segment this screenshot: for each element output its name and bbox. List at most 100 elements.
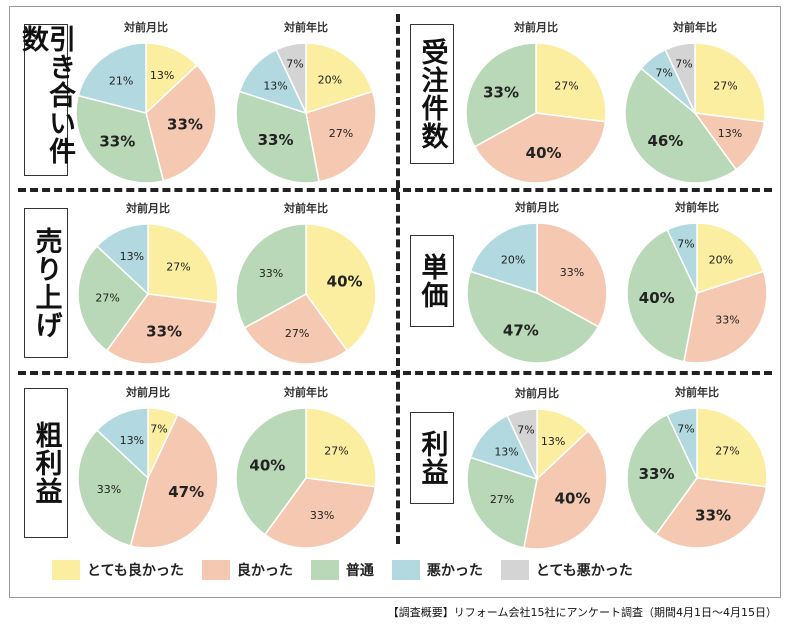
pie-title: 対前月比	[126, 202, 170, 215]
pie-data-label: 40%	[639, 289, 675, 307]
pie-slice	[77, 42, 147, 114]
pie-data-label: 33%	[695, 506, 731, 524]
pie-slice	[275, 42, 307, 114]
pie-slice	[305, 90, 377, 183]
pie-title: 対前年比	[284, 21, 328, 34]
pie-data-label: 47%	[168, 483, 204, 501]
pie-data-label: 13%	[494, 446, 518, 459]
category-box-inquiries: 引き合い件数	[17, 24, 75, 176]
pie-data-label: 33%	[167, 115, 203, 133]
pie-slice	[666, 222, 698, 294]
pie-data-label: 7%	[150, 422, 167, 435]
pie-chart: 13% 33% 33% 21%	[75, 42, 217, 184]
pie-data-label: 40%	[249, 456, 285, 474]
category-label: 売り上げ	[30, 227, 62, 339]
pie-chart: 27% 33% 27% 13%	[77, 223, 219, 365]
legend-label: 悪かった	[426, 563, 483, 579]
category-label: 引き合い件数	[17, 25, 75, 165]
legend-item: とても良かった	[52, 560, 184, 580]
category-box-unit-price: 単価	[410, 235, 454, 327]
pie-data-label: 33%	[560, 266, 584, 279]
pie-slice	[466, 456, 538, 549]
pie-slice	[523, 430, 608, 550]
pie-slice	[694, 42, 766, 123]
pie-data-label: 33%	[146, 322, 182, 340]
pie-slice	[696, 407, 768, 488]
category-label: 受注件数	[416, 38, 448, 150]
pie-data-label: 27%	[715, 445, 739, 458]
legend-item: とても悪かった	[500, 560, 633, 580]
pie-title: 対前年比	[673, 21, 717, 34]
pie-slice	[469, 222, 538, 295]
pie-slice	[75, 94, 165, 184]
legend-swatch	[391, 560, 420, 580]
legend-swatch	[201, 560, 230, 580]
category-label: 粗利益	[30, 421, 62, 505]
pie-data-label: 27%	[490, 493, 514, 506]
pie-title: 対前月比	[126, 386, 170, 399]
pie-slice	[666, 407, 698, 479]
pie-data-label: 13%	[541, 435, 565, 448]
pie-data-label: 40%	[327, 272, 363, 290]
pie-data-label: 21%	[109, 74, 133, 87]
pie-slice	[235, 90, 320, 184]
pie-chart: 20% 27% 33% 13% 7%	[235, 42, 377, 184]
pie-slice	[238, 48, 308, 115]
pie-data-label: 33%	[97, 483, 121, 496]
pie-slice	[473, 112, 607, 184]
pie-data-label: 7%	[655, 67, 672, 80]
pie-data-label: 46%	[647, 132, 683, 150]
pie-slice	[105, 293, 219, 365]
legend-item: 良かった	[201, 560, 293, 580]
source-note: 【調査概要】リフォーム会社15社にアンケート調査（期間4月1日〜4月15日）	[387, 606, 777, 619]
pie-data-label: 47%	[503, 321, 539, 339]
pie-chart: 27% 33% 33% 7%	[626, 407, 768, 549]
pie-slice	[624, 67, 738, 184]
pie-data-label: 7%	[677, 422, 694, 435]
pie-data-label: 40%	[526, 144, 562, 162]
pie-data-label: 7%	[286, 57, 303, 70]
pie-slice	[147, 223, 219, 304]
pie-data-label: 13%	[120, 434, 144, 447]
pie-data-label: 20%	[318, 74, 342, 87]
pie-slice	[145, 64, 217, 182]
pie-data-label: 33%	[259, 267, 283, 280]
pie-data-label: 27%	[95, 291, 119, 304]
pie-title: 対前月比	[514, 21, 558, 34]
legend-item: 悪かった	[391, 560, 483, 580]
pie-slice	[305, 223, 377, 352]
category-box-profit: 利益	[410, 412, 454, 504]
pie-slice	[95, 223, 149, 296]
pie-slice	[693, 112, 766, 171]
horizontal-divider-1	[18, 188, 772, 192]
pie-slice	[129, 413, 219, 549]
pie-data-label: 27%	[554, 80, 578, 93]
horizontal-divider-2	[18, 371, 772, 375]
legend-label: とても良かった	[87, 563, 184, 579]
legend-label: 普通	[345, 563, 374, 579]
pie-slice	[305, 407, 377, 488]
pie-chart: 7% 47% 33% 13%	[77, 407, 219, 549]
pie-title: 対前年比	[675, 386, 719, 399]
pie-data-label: 27%	[166, 261, 190, 274]
pie-data-label: 20%	[709, 254, 733, 267]
pie-data-label: 40%	[555, 490, 591, 508]
pie-slice	[235, 223, 307, 329]
pie-slice	[77, 245, 149, 352]
pie-data-label: 27%	[324, 445, 348, 458]
category-box-orders: 受注件数	[410, 24, 454, 164]
pie-data-label: 13%	[263, 80, 287, 93]
pie-data-label: 33%	[483, 83, 519, 101]
pie-slice	[654, 477, 768, 549]
pie-slice	[305, 42, 374, 115]
pie-data-label: 7%	[677, 237, 694, 250]
legend: とても良かった 良かった 普通 悪かった とても悪かった	[52, 556, 651, 584]
pie-slice	[664, 42, 696, 114]
pie-chart: 40% 27% 33%	[235, 223, 377, 365]
pie-data-label: 27%	[329, 127, 353, 140]
legend-label: とても悪かった	[535, 563, 633, 579]
pie-data-label: 33%	[310, 509, 334, 522]
category-box-gross-profit: 粗利益	[24, 388, 68, 538]
pie-slice	[683, 270, 768, 364]
pie-title: 対前月比	[124, 21, 168, 34]
